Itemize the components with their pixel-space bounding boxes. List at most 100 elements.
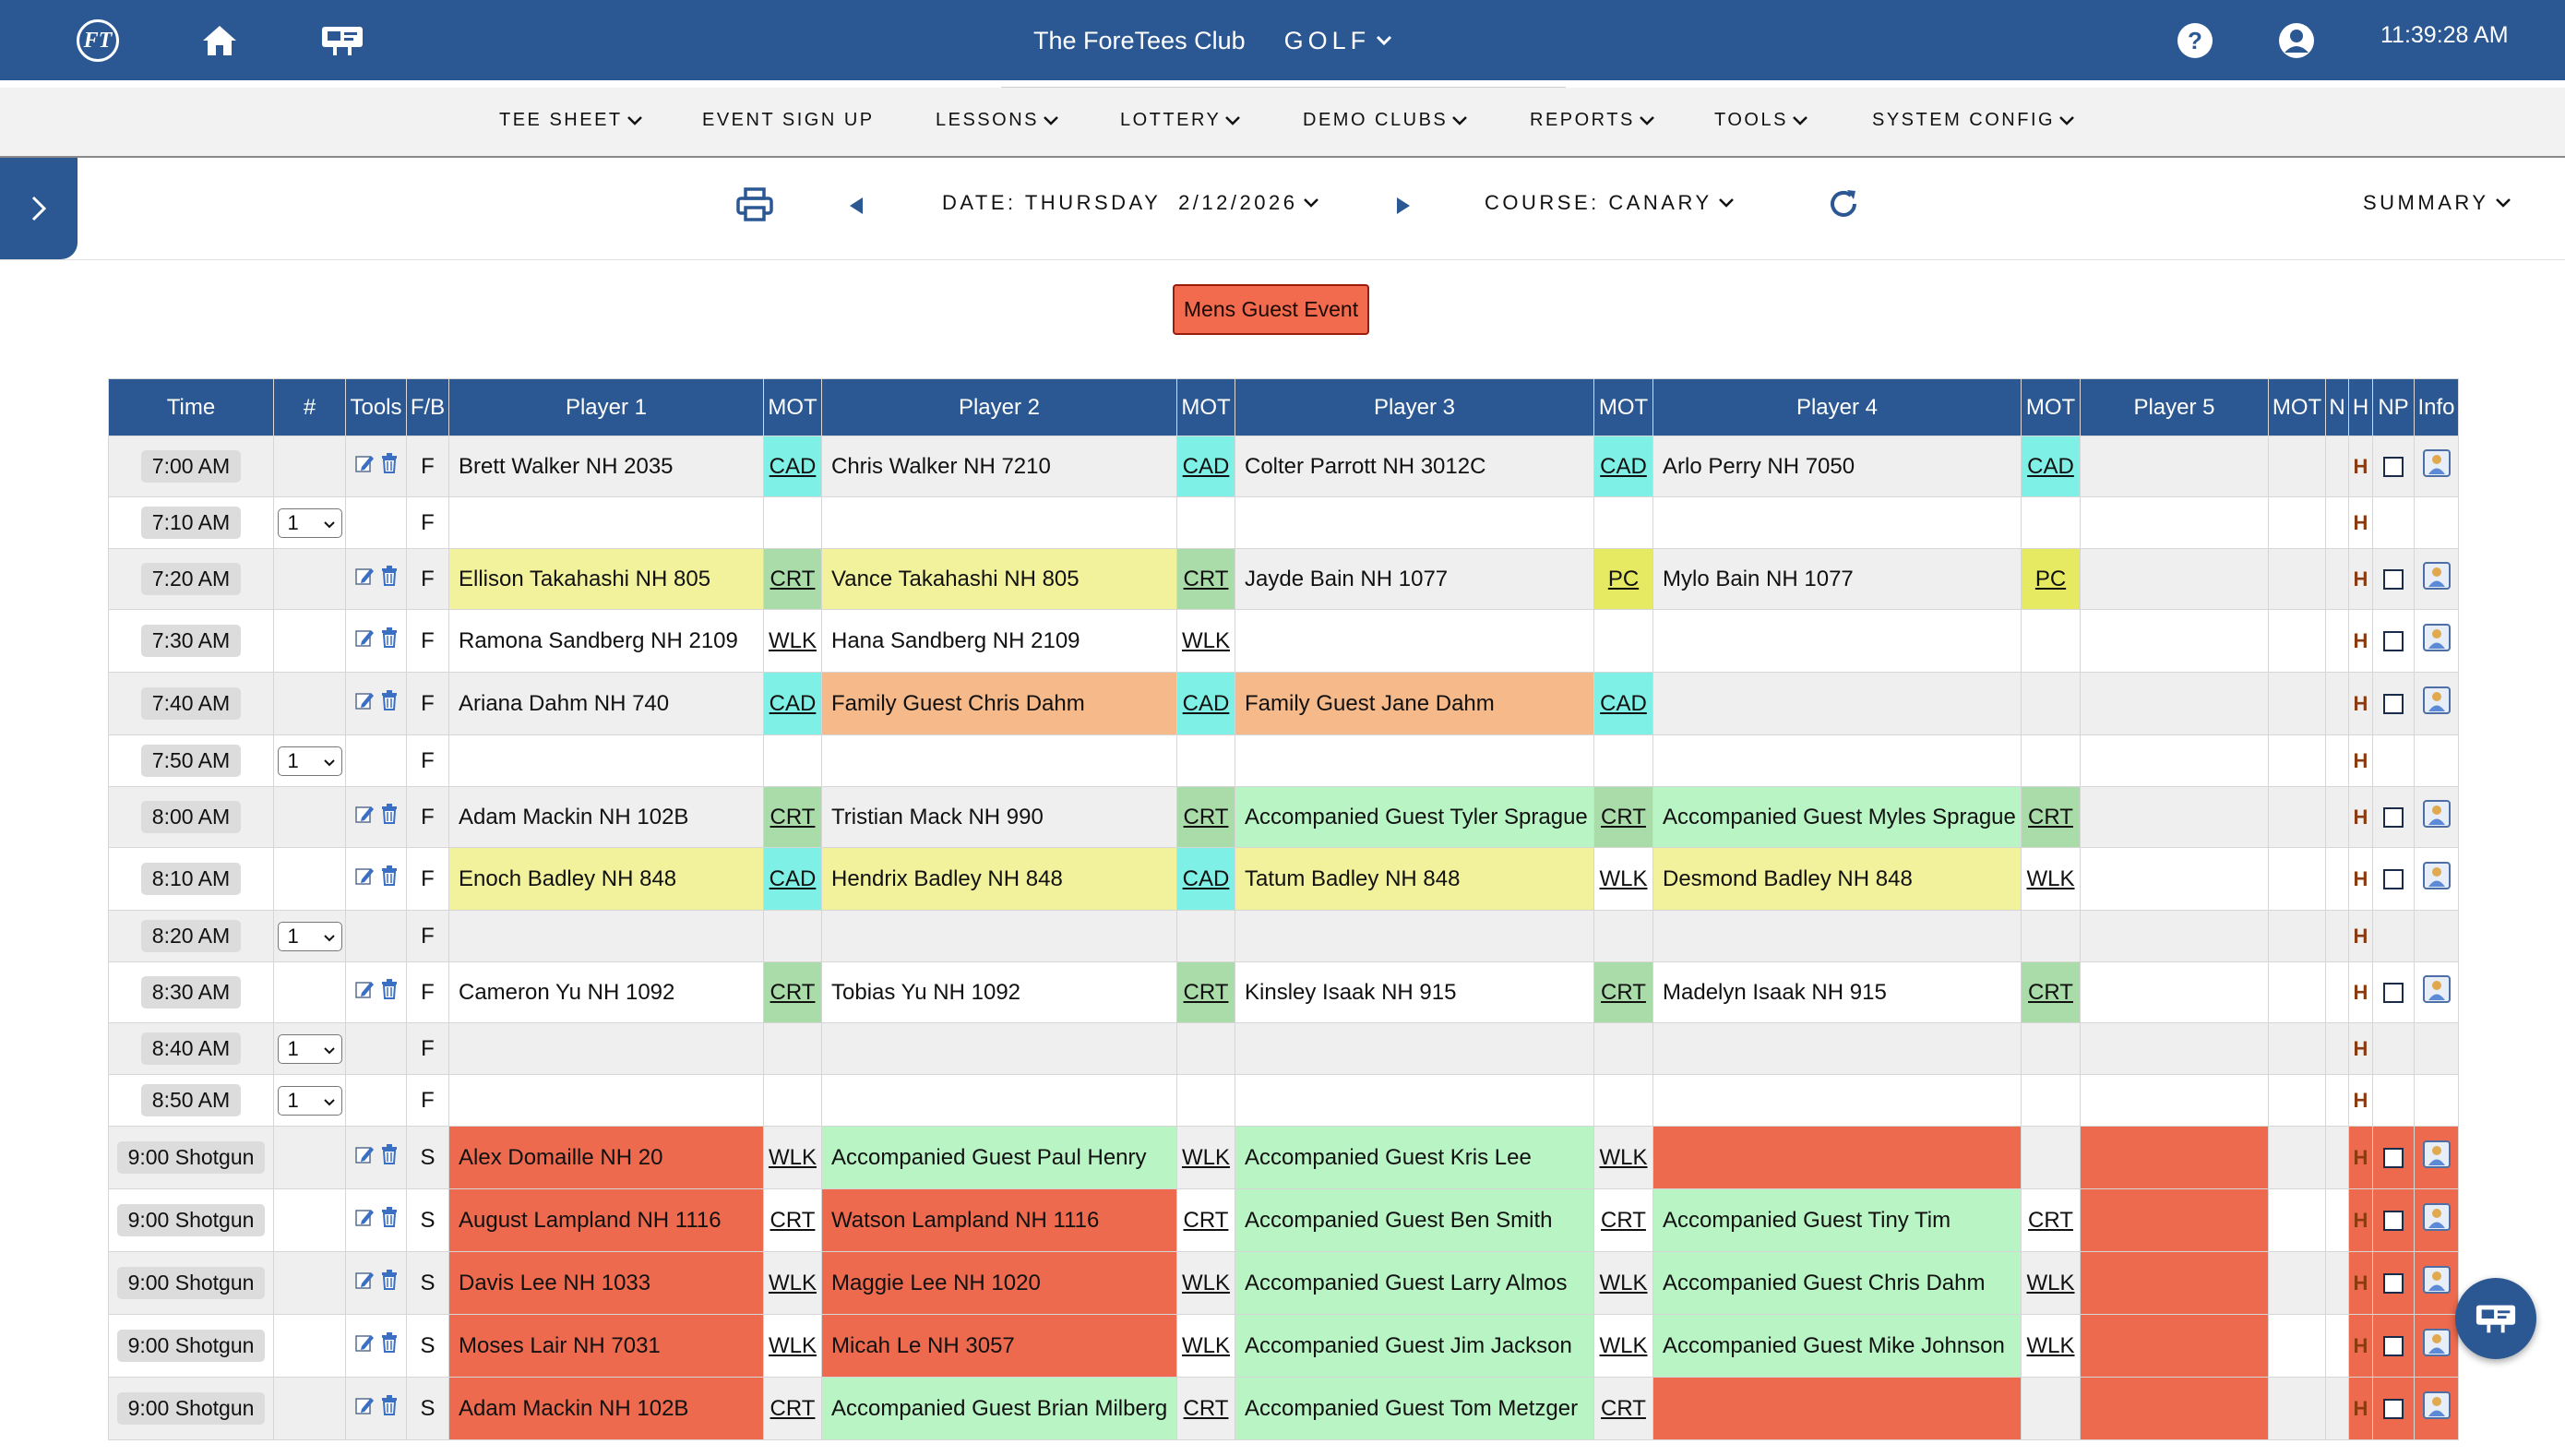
- player-3-cell[interactable]: [1235, 609, 1594, 673]
- print-icon[interactable]: [735, 185, 774, 224]
- player-2-cell[interactable]: Accompanied Guest Paul Henry: [821, 1126, 1177, 1189]
- help-icon[interactable]: ?: [2169, 15, 2221, 66]
- mode-of-transport-cell[interactable]: WLK: [763, 1251, 822, 1315]
- mode-of-transport-cell[interactable]: WLK: [763, 609, 822, 673]
- player-1-cell[interactable]: Ellison Takahashi NH 805: [448, 548, 764, 610]
- h-cell[interactable]: H: [2348, 786, 2373, 848]
- mode-of-transport-cell[interactable]: CRT: [763, 1188, 822, 1252]
- mode-of-transport-link[interactable]: CRT: [770, 979, 816, 1005]
- np-checkbox[interactable]: [2383, 807, 2404, 829]
- np-checkbox[interactable]: [2383, 694, 2404, 715]
- slot-count-select[interactable]: 1: [277, 507, 342, 538]
- player-5-cell[interactable]: [2080, 1074, 2269, 1127]
- mode-of-transport-link[interactable]: CRT: [2028, 1207, 2073, 1233]
- np-checkbox[interactable]: [2383, 1336, 2404, 1357]
- player-3-cell[interactable]: Tatum Badley NH 848: [1235, 847, 1594, 911]
- h-cell[interactable]: H: [2348, 1377, 2373, 1440]
- player-4-cell[interactable]: [1652, 734, 2022, 787]
- mode-of-transport-cell[interactable]: [2268, 1126, 2326, 1189]
- player-2-cell[interactable]: Tristian Mack NH 990: [821, 786, 1177, 848]
- player-2-cell[interactable]: Vance Takahashi NH 805: [821, 548, 1177, 610]
- h-cell[interactable]: H: [2348, 734, 2373, 787]
- mode-of-transport-cell[interactable]: [1593, 1022, 1653, 1075]
- mode-of-transport-cell[interactable]: CRT: [763, 961, 822, 1023]
- player-5-cell[interactable]: [2080, 1188, 2269, 1252]
- mode-of-transport-cell[interactable]: CRT: [763, 548, 822, 610]
- info-icon[interactable]: [2422, 686, 2451, 721]
- mode-of-transport-cell[interactable]: WLK: [763, 1126, 822, 1189]
- mode-of-transport-cell[interactable]: CRT: [763, 786, 822, 848]
- player-3-cell[interactable]: [1235, 1022, 1594, 1075]
- mode-of-transport-link[interactable]: WLK: [1599, 1144, 1648, 1170]
- np-checkbox[interactable]: [2383, 1148, 2404, 1169]
- np-checkbox[interactable]: [2383, 457, 2404, 478]
- h-marker[interactable]: H: [2353, 1145, 2368, 1169]
- player-5-cell[interactable]: [2080, 1126, 2269, 1189]
- mode-of-transport-cell[interactable]: CRT: [1593, 786, 1653, 848]
- nav-demo-clubs[interactable]: DEMO CLUBS: [1303, 110, 1468, 131]
- player-5-cell[interactable]: [2080, 1377, 2269, 1440]
- mode-of-transport-link[interactable]: CRT: [1183, 804, 1229, 829]
- player-2-cell[interactable]: [821, 910, 1177, 962]
- player-2-cell[interactable]: Tobias Yu NH 1092: [821, 961, 1177, 1023]
- mode-of-transport-cell[interactable]: CAD: [1176, 847, 1235, 911]
- h-marker[interactable]: H: [2353, 1208, 2368, 1232]
- mode-of-transport-link[interactable]: WLK: [768, 1332, 817, 1358]
- time-button[interactable]: 7:40 AM: [140, 687, 242, 720]
- player-2-cell[interactable]: Chris Walker NH 7210: [821, 436, 1177, 497]
- mode-of-transport-cell[interactable]: WLK: [1593, 1314, 1653, 1378]
- player-4-cell[interactable]: [1652, 1377, 2022, 1440]
- mode-of-transport-cell[interactable]: WLK: [1176, 1314, 1235, 1378]
- player-3-cell[interactable]: Family Guest Jane Dahm: [1235, 672, 1594, 735]
- slot-count-select[interactable]: 1: [277, 746, 342, 776]
- player-5-cell[interactable]: [2080, 609, 2269, 673]
- mode-of-transport-link[interactable]: WLK: [1599, 865, 1648, 891]
- edit-icon[interactable]: [354, 627, 375, 654]
- player-1-cell[interactable]: Brett Walker NH 2035: [448, 436, 764, 497]
- player-3-cell[interactable]: Kinsley Isaak NH 915: [1235, 961, 1594, 1023]
- mode-of-transport-link[interactable]: WLK: [1181, 1144, 1230, 1170]
- h-marker[interactable]: H: [2353, 1396, 2368, 1420]
- edit-icon[interactable]: [354, 865, 375, 892]
- h-cell[interactable]: H: [2348, 548, 2373, 610]
- player-2-cell[interactable]: Maggie Lee NH 1020: [821, 1251, 1177, 1315]
- trash-icon[interactable]: [380, 566, 399, 592]
- refresh-icon[interactable]: [1825, 185, 1862, 222]
- player-2-cell[interactable]: Accompanied Guest Brian Milberg: [821, 1377, 1177, 1440]
- edit-icon[interactable]: [354, 690, 375, 717]
- mode-of-transport-cell[interactable]: [2268, 609, 2326, 673]
- mode-of-transport-cell[interactable]: CRT: [1176, 1377, 1235, 1440]
- h-cell[interactable]: H: [2348, 1251, 2373, 1315]
- player-5-cell[interactable]: [2080, 1314, 2269, 1378]
- player-4-cell[interactable]: [1652, 609, 2022, 673]
- player-5-cell[interactable]: [2080, 672, 2269, 735]
- player-1-cell[interactable]: Alex Domaille NH 20: [448, 1126, 764, 1189]
- mode-of-transport-cell[interactable]: [2268, 436, 2326, 497]
- info-icon[interactable]: [2422, 624, 2451, 658]
- h-marker[interactable]: H: [2353, 748, 2368, 772]
- player-1-cell[interactable]: [448, 1022, 764, 1075]
- mode-of-transport-cell[interactable]: [2268, 1377, 2326, 1440]
- mode-of-transport-cell[interactable]: [763, 496, 822, 549]
- player-4-cell[interactable]: [1652, 1022, 2022, 1075]
- home-icon[interactable]: [194, 15, 245, 66]
- player-4-cell[interactable]: Desmond Badley NH 848: [1652, 847, 2022, 911]
- mode-of-transport-link[interactable]: WLK: [1599, 1270, 1648, 1295]
- player-1-cell[interactable]: [448, 1074, 764, 1127]
- mode-of-transport-link[interactable]: CRT: [770, 804, 816, 829]
- mode-of-transport-cell[interactable]: [1593, 609, 1653, 673]
- mode-of-transport-cell[interactable]: [2268, 1022, 2326, 1075]
- mode-of-transport-cell[interactable]: [2021, 1022, 2081, 1075]
- player-3-cell[interactable]: Jayde Bain NH 1077: [1235, 548, 1594, 610]
- mode-of-transport-link[interactable]: CRT: [2028, 979, 2073, 1005]
- mode-of-transport-cell[interactable]: CAD: [1176, 672, 1235, 735]
- info-icon[interactable]: [2422, 1266, 2451, 1300]
- mode-of-transport-cell[interactable]: CAD: [763, 672, 822, 735]
- player-1-cell[interactable]: Enoch Badley NH 848: [448, 847, 764, 911]
- player-1-cell[interactable]: [448, 496, 764, 549]
- player-2-cell[interactable]: Hana Sandberg NH 2109: [821, 609, 1177, 673]
- h-cell[interactable]: H: [2348, 436, 2373, 497]
- player-3-cell[interactable]: Accompanied Guest Ben Smith: [1235, 1188, 1594, 1252]
- player-1-cell[interactable]: Adam Mackin NH 102B: [448, 786, 764, 848]
- edit-icon[interactable]: [354, 1144, 375, 1171]
